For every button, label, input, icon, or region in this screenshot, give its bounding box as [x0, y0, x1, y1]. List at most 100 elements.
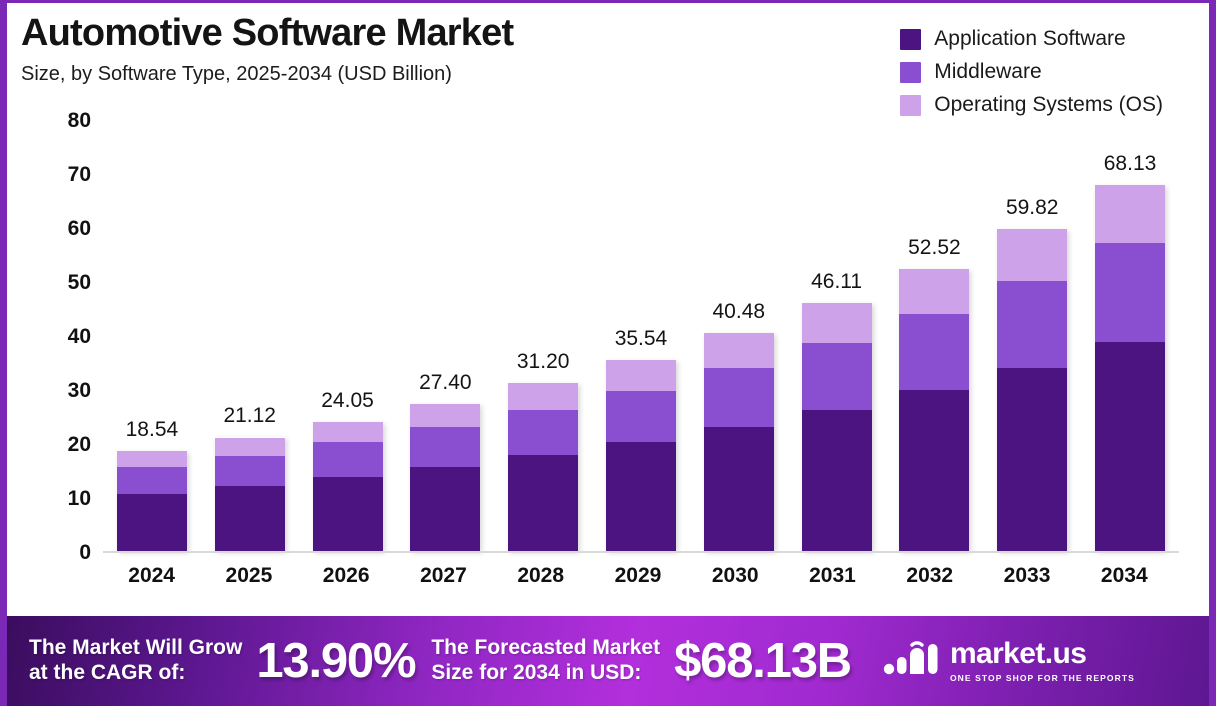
bar-stack[interactable] — [801, 303, 872, 551]
bar-stack[interactable] — [997, 229, 1068, 551]
bar-stack[interactable] — [214, 437, 285, 551]
cagr-caption-line1: The Market Will Grow — [29, 636, 243, 660]
bar-segment[interactable] — [801, 342, 872, 410]
bar-total-label: 35.54 — [614, 326, 668, 350]
bar-segment[interactable] — [605, 390, 676, 443]
y-axis-tick-label: 80 — [67, 109, 91, 132]
legend-swatch-icon — [900, 28, 922, 50]
cagr-value: 13.90% — [256, 634, 416, 688]
bar-stack[interactable] — [116, 451, 187, 551]
bar-segment[interactable] — [899, 268, 970, 314]
bar-total-label: 31.20 — [516, 350, 570, 374]
bar-segment[interactable] — [116, 467, 187, 495]
bar-total-label: 52.52 — [908, 235, 961, 259]
bar-segment[interactable] — [1095, 243, 1166, 343]
bar-segment[interactable] — [899, 313, 970, 391]
bar-segment[interactable] — [997, 280, 1068, 368]
bar-segment[interactable] — [605, 360, 676, 391]
forecast-caption-line2: Size for 2034 in USD: — [431, 661, 642, 684]
logo-text: market.us ONE STOP SHOP FOR THE REPORTS — [949, 637, 1135, 684]
bar-group[interactable]: 52.52 — [899, 121, 970, 551]
market-us-logo[interactable]: market.us ONE STOP SHOP FOR THE REPORTS — [883, 639, 1135, 684]
bar-segment[interactable] — [410, 427, 481, 468]
bar-segment[interactable] — [508, 455, 579, 551]
header: Automotive Software Market Size, by Soft… — [21, 12, 514, 86]
x-axis-tick-label: 2024 — [128, 564, 175, 587]
bar-group[interactable]: 59.82 — [997, 121, 1068, 551]
bar-segment[interactable] — [312, 442, 383, 478]
bar-group[interactable]: 31.20 — [508, 121, 579, 551]
x-axis-tick-label: 2028 — [517, 564, 565, 587]
market-us-logo-icon — [883, 639, 941, 684]
x-axis-tick-label: 2033 — [1003, 564, 1051, 587]
bar-total-label: 24.05 — [321, 388, 374, 412]
bar-segment[interactable] — [116, 451, 187, 468]
bar-segment[interactable] — [116, 494, 187, 551]
bar-segment[interactable] — [214, 486, 285, 551]
y-axis-tick-label: 20 — [67, 433, 91, 456]
bar-segment[interactable] — [508, 383, 579, 411]
x-axis-tick-label: 2027 — [420, 564, 467, 587]
forecast-value: $68.13B — [674, 634, 852, 688]
bar-segment[interactable] — [605, 442, 676, 551]
y-axis-tick-label: 30 — [67, 379, 91, 402]
logo-name: market.us — [949, 637, 1087, 670]
bar-segment[interactable] — [214, 455, 285, 487]
bar-group[interactable]: 21.12 — [214, 121, 285, 551]
bars-area: 18.54 21.12 24.05 27.40 31.20 35.54 40.48 46.11… — [103, 121, 1179, 553]
bar-segment[interactable] — [214, 437, 285, 456]
y-axis: 0 10 20 30 40 50 60 70 80 — [43, 109, 99, 564]
x-axis-tick-label: 2025 — [225, 564, 273, 587]
bar-total-label: 68.13 — [1103, 151, 1157, 175]
forecast-caption: The Forecasted Market Size for 2034 in U… — [431, 636, 660, 686]
bar-segment[interactable] — [1095, 184, 1166, 244]
legend-item[interactable]: Application Software — [900, 27, 1126, 51]
bar-segment[interactable] — [997, 367, 1068, 551]
bar-stack[interactable] — [703, 333, 774, 551]
bar-total-label: 46.11 — [811, 270, 863, 294]
x-axis-tick-label: 2032 — [906, 564, 954, 587]
bar-group[interactable]: 46.11 — [801, 121, 872, 551]
bar-segment[interactable] — [410, 403, 481, 428]
bar-segment[interactable] — [703, 427, 774, 551]
bar-group[interactable]: 35.54 — [605, 121, 676, 551]
y-axis-tick-label: 0 — [79, 541, 91, 564]
bar-group[interactable]: 24.05 — [312, 121, 383, 551]
bar-stack[interactable] — [508, 383, 579, 551]
bar-segment[interactable] — [508, 410, 579, 456]
bar-segment[interactable] — [312, 477, 383, 551]
legend-item-label: Middleware — [934, 60, 1042, 83]
bar-total-label: 21.12 — [223, 404, 276, 428]
bar-segment[interactable] — [801, 303, 872, 343]
bar-total-label: 27.40 — [419, 370, 472, 394]
bar-segment[interactable] — [703, 368, 774, 427]
bar-segment[interactable] — [801, 409, 872, 551]
bar-group[interactable]: 27.40 — [410, 121, 481, 551]
bar-group[interactable]: 18.54 — [116, 121, 187, 551]
cagr-caption: The Market Will Grow at the CAGR of: — [29, 636, 242, 686]
page-subtitle: Size, by Software Type, 2025-2034 (USD B… — [21, 62, 452, 85]
x-axis-tick-label: 2034 — [1100, 564, 1148, 587]
bar-series-container: 18.54 21.12 24.05 27.40 31.20 35.54 40.48 46.11… — [103, 121, 1179, 551]
bar-segment[interactable] — [899, 390, 970, 551]
bar-segment[interactable] — [312, 421, 383, 443]
bar-stack[interactable] — [312, 421, 383, 551]
x-axis: 2024 2025 2026 2027 2028 2029 2030 2031 2032 2033… — [103, 559, 1173, 593]
bar-stack[interactable] — [1095, 184, 1166, 551]
bar-segment[interactable] — [997, 229, 1068, 281]
bar-group[interactable]: 68.13 — [1095, 121, 1166, 551]
legend-item[interactable]: Operating Systems (OS) — [900, 93, 1163, 117]
logo-tagline: ONE STOP SHOP FOR THE REPORTS — [949, 673, 1135, 683]
chart-plot-area: 0 10 20 30 40 50 60 70 80 18.54 21.12 24.05 27.40 31… — [43, 109, 1179, 564]
bar-stack[interactable] — [410, 403, 481, 551]
x-axis-tick-label: 2031 — [809, 564, 856, 587]
bar-stack[interactable] — [899, 268, 970, 551]
bar-segment[interactable] — [410, 467, 481, 551]
bar-stack[interactable] — [605, 360, 676, 551]
forecast-block: The Forecasted Market Size for 2034 in U… — [431, 633, 852, 689]
bar-group[interactable]: 40.48 — [703, 121, 774, 551]
bar-total-label: 59.82 — [1005, 196, 1059, 220]
legend-item[interactable]: Middleware — [900, 60, 1042, 84]
bar-segment[interactable] — [1095, 342, 1166, 551]
bar-segment[interactable] — [703, 333, 774, 369]
